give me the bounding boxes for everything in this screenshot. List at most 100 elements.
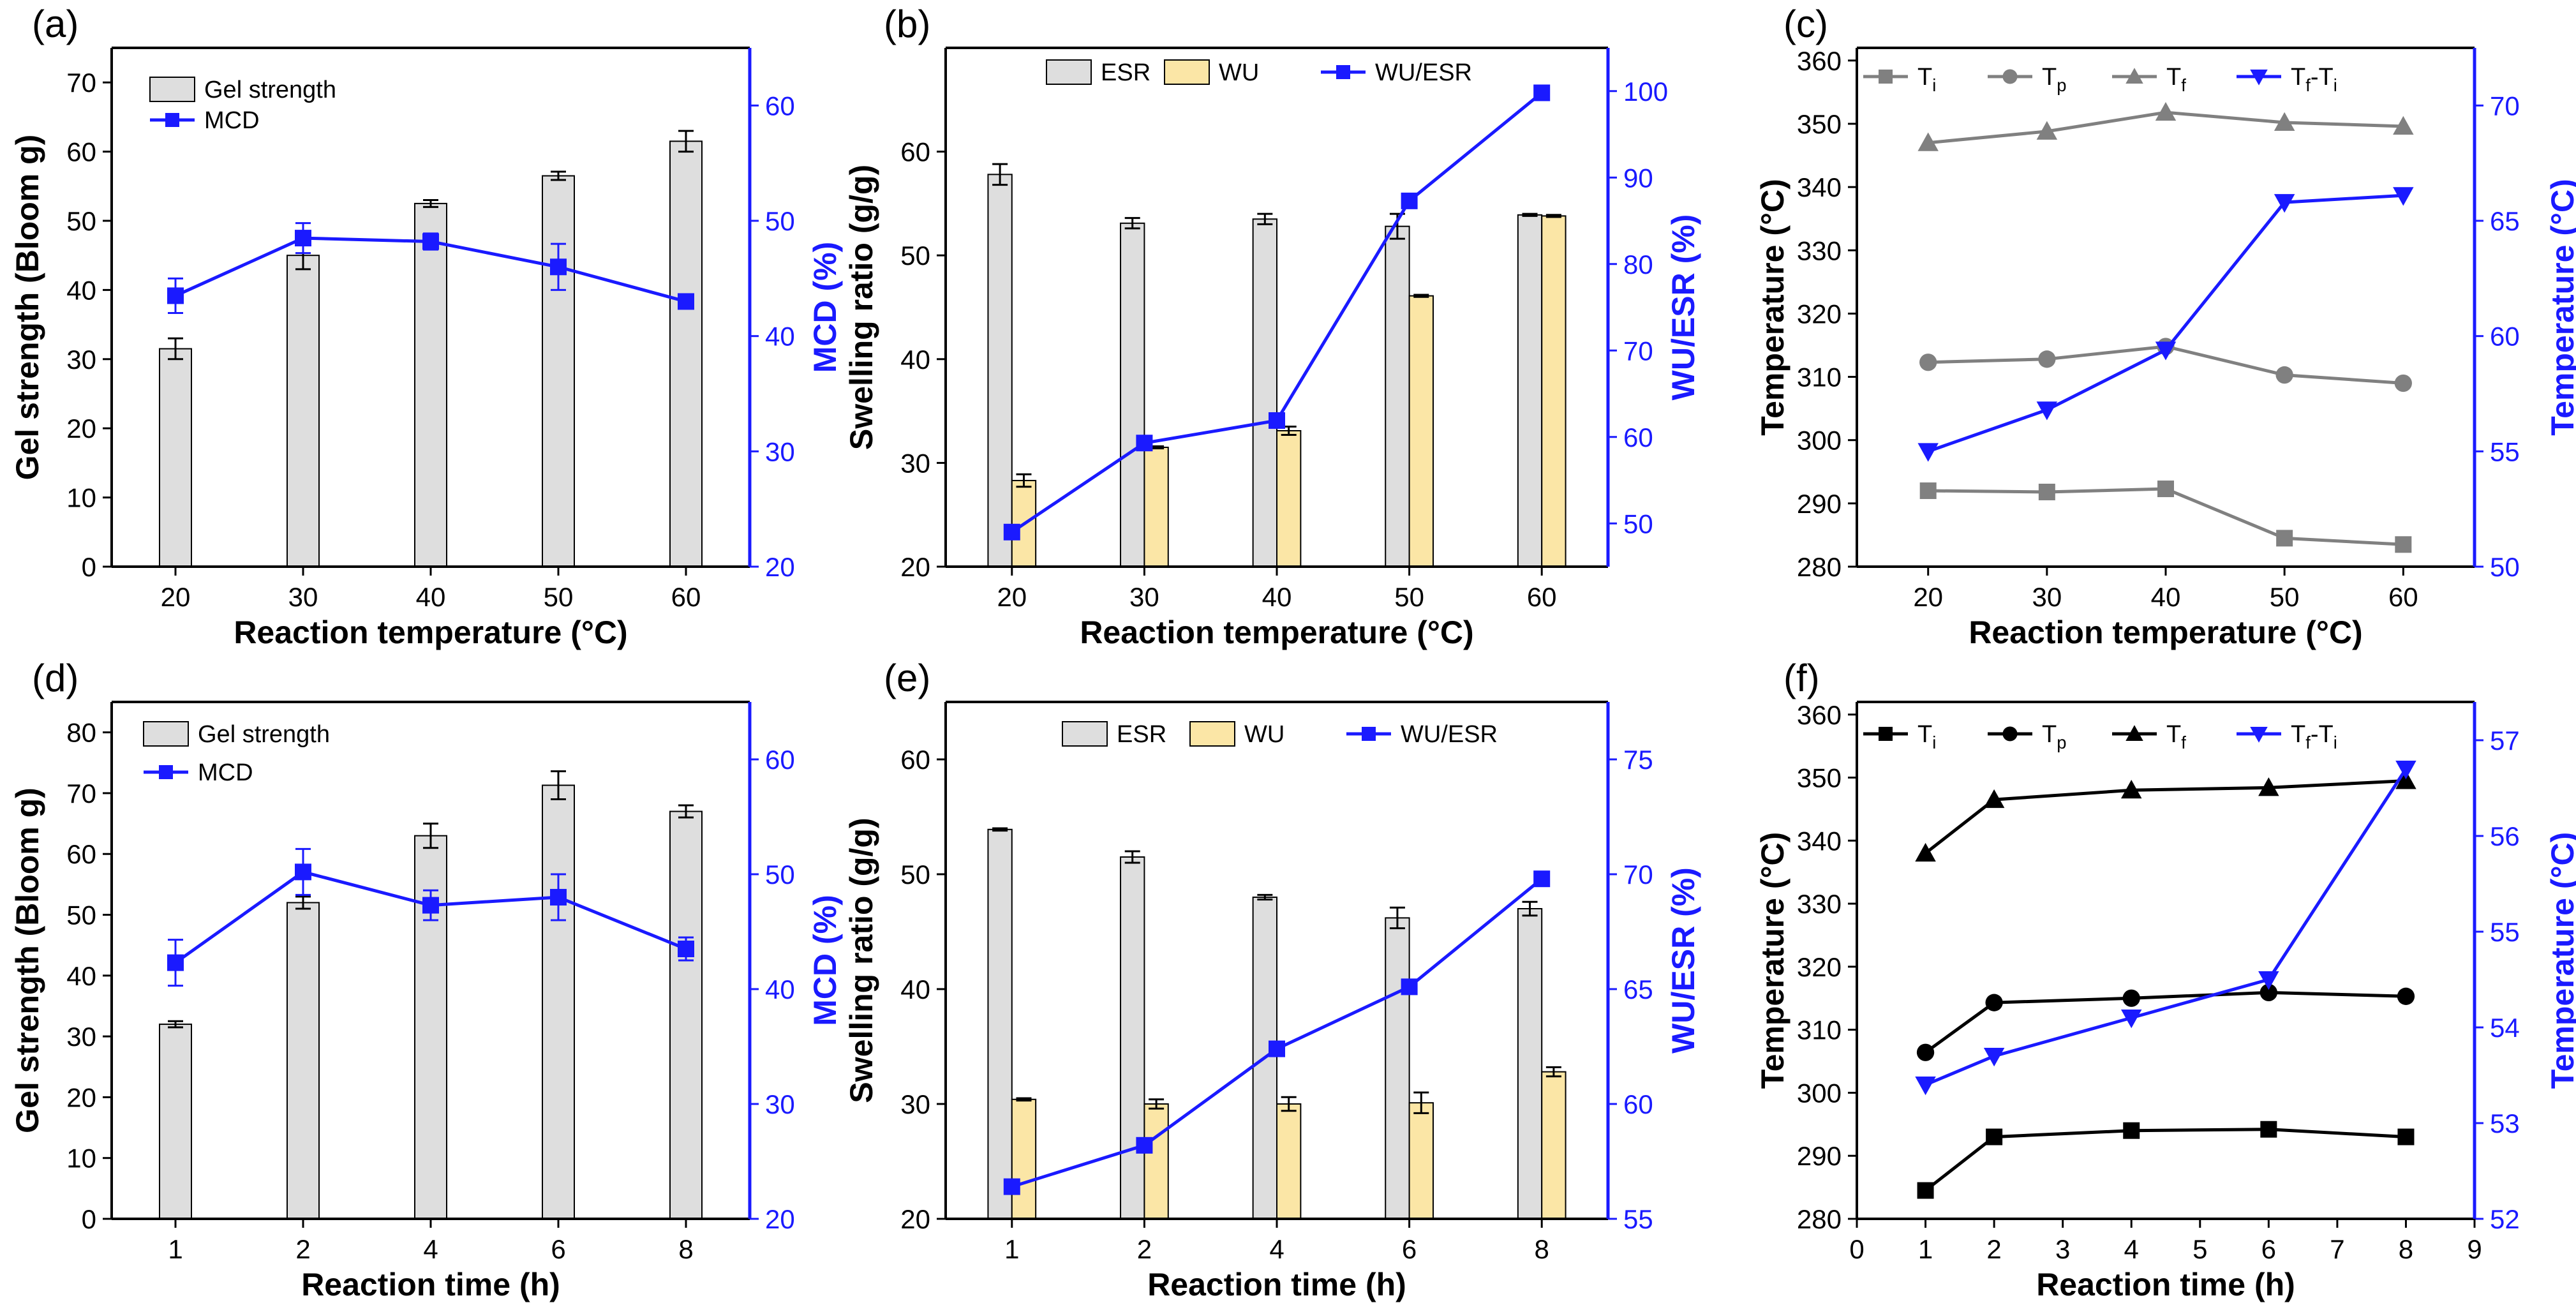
left-tick-label: 360 [1797,46,1842,76]
legend-entry-3-label-sub: f [2305,75,2311,95]
left-tick-label: 20 [66,1082,96,1112]
right-axis-title: WU/ESR (%) [1665,214,1701,401]
series-point-3-0 [1917,443,1939,462]
line-point-0 [1003,1178,1020,1195]
x-tick-label: 2 [1986,1234,2001,1264]
series-point-0-4 [2395,536,2412,553]
series-point-2-0 [1915,842,1936,862]
x-tick-label: 8 [2399,1234,2413,1264]
right-tick-label: 50 [1623,509,1653,539]
legend-entry-2-label: WU/ESR [1401,721,1498,748]
series-point-1-0 [1919,354,1937,371]
x-tick-label: 0 [1849,1234,1864,1264]
series-point-0-1 [1986,1128,2003,1145]
x-tick-label: 20 [1913,582,1943,612]
x-axis-title: Reaction temperature (°C) [1080,615,1473,650]
series-point-1-1 [1985,994,2003,1011]
bar-wu-2 [1276,429,1302,568]
left-tick-label: 50 [900,241,930,271]
x-tick-label: 6 [551,1234,565,1264]
right-tick-label: 60 [1623,1089,1653,1119]
x-tick-label: 8 [1535,1234,1549,1264]
legend-entry-0-label: Ti [1917,64,1936,95]
right-tick-label: 70 [1623,336,1653,366]
bar-gel-strength-4 [669,810,703,1219]
legend-entry-1-label-main: T [2042,721,2057,748]
right-axis-title: Temperature (°C) [2545,832,2576,1089]
legend-entry-3-label-sub2: i [2334,733,2337,752]
legend-entry-0-swatch-marker [1879,70,1893,84]
left-tick-label: 350 [1797,109,1842,139]
panel-label: (e) [884,657,930,699]
bar-wu-1 [1143,447,1169,568]
series-point-1-3 [2275,366,2293,384]
legend-entry-1-label: MCD [204,107,260,134]
panel-label: (f) [1783,657,1820,699]
line-point-0 [1003,523,1020,540]
right-axis-title: MCD (%) [807,242,843,373]
left-tick-label: 290 [1797,1141,1842,1171]
x-tick-label: 1 [1004,1234,1019,1264]
left-tick-label: 10 [66,1144,96,1174]
left-tick-label: 310 [1797,362,1842,392]
bar-wu-4 [1541,215,1567,567]
bar-gel-strength-0 [159,348,192,567]
legend-entry-1-label: MCD [198,759,253,786]
right-tick-label: 55 [1623,1204,1653,1234]
bar-wu-1 [1143,1103,1169,1219]
bar-esr-3 [1385,917,1410,1220]
line-point-4 [678,941,694,957]
legend-entry-1-label-main: T [2042,64,2057,91]
legend: Gel strength MCD [143,721,330,786]
legend: ESR WU WU/ESR [1046,59,1472,86]
left-tick-label: 320 [1797,299,1842,329]
series-line-tf-ti [1927,193,2404,453]
left-axis-title: Gel strength (Bloom g) [10,787,45,1133]
line-point-1 [1136,435,1153,452]
right-tick-label: 40 [765,974,795,1004]
x-axis-title: Reaction temperature (°C) [234,615,627,650]
x-tick-label: 4 [423,1234,438,1264]
legend-entry-2-swatch-marker [1336,65,1350,79]
bar-gel-strength-3 [542,784,575,1220]
series-point-3-2 [2155,341,2177,361]
panel-label: (a) [32,3,78,45]
legend-entry-2-label: Tf [2166,64,2186,95]
left-tick-label: 60 [900,745,930,775]
series-point-2-3 [2258,777,2279,796]
right-tick-label: 50 [765,860,795,890]
line-point-3 [1401,978,1418,995]
bar-esr-4 [1517,214,1543,567]
bar-gel-strength-1 [287,255,320,567]
legend-entry-0-label: Ti [1917,721,1936,752]
right-tick-label: 50 [2490,552,2520,582]
legend-entry-1-label: Tp [2042,64,2066,95]
right-tick-label: 55 [2490,436,2520,466]
legend-entry-3-label-sub2: i [2334,75,2337,95]
line-point-2 [422,233,439,250]
line-point-3 [550,258,567,276]
x-tick-label: 30 [288,582,318,612]
legend-entry-1-swatch-marker [2002,726,2018,742]
legend-entry-0-label: Gel strength [198,721,330,748]
legend-entry-2-label-main: T [2166,721,2181,748]
left-axis-title: Gel strength (Bloom g) [10,135,45,481]
legend-entry-1-swatch-marker [2002,69,2018,84]
legend-entry-1-label: WU [1244,721,1284,748]
left-tick-label: 20 [900,552,930,582]
right-tick-label: 100 [1623,77,1668,107]
panel-e: (e) 20 30 40 50 60 55 60 65 70 75 1 2 4 6 8 Reaction tim… [844,657,1701,1302]
legend-entry-0-label-main: T [1917,64,1932,91]
left-tick-label: 350 [1797,763,1842,793]
x-axis-title: Reaction time (h) [2036,1267,2295,1302]
bar-gel-strength-3 [542,175,575,568]
panel-label: (b) [884,3,930,45]
bar-esr-0 [987,174,1013,567]
left-tick-label: 40 [900,974,930,1004]
line-point-1 [1136,1137,1153,1154]
left-tick-label: 80 [66,718,96,748]
legend-entry-2-label: WU/ESR [1375,59,1472,86]
legend-entry-0-label: Gel strength [204,77,336,103]
x-tick-label: 60 [671,582,701,612]
right-tick-label: 65 [2490,206,2520,236]
